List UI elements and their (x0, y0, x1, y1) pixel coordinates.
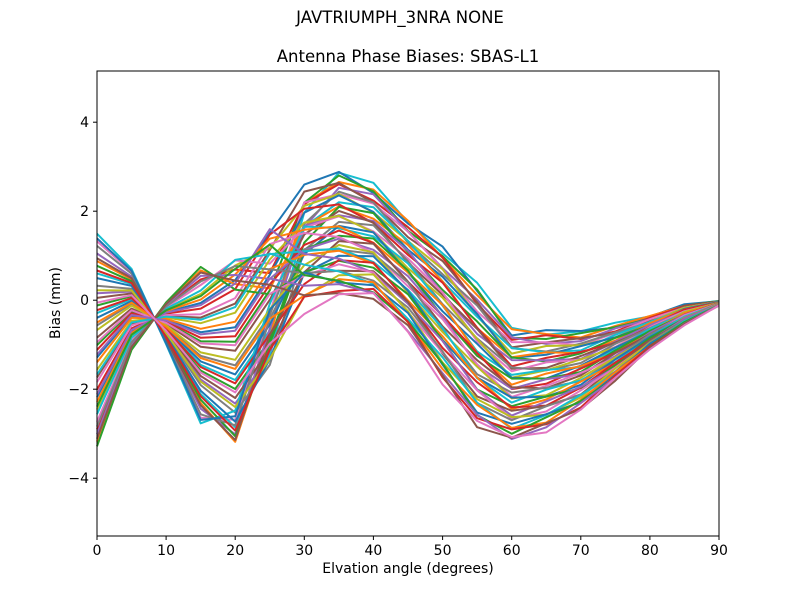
x-tick-label: 70 (572, 543, 590, 559)
series-line (96, 273, 720, 419)
figure-suptitle: JAVTRIUMPH_3NRA NONE (296, 8, 504, 27)
tick-labels: 0 10 20 30 40 50 60 70 80 90 −4 −2 0 2 4 (68, 115, 728, 559)
series-line (96, 244, 720, 400)
series-line (96, 292, 720, 439)
series-line (96, 234, 720, 438)
y-axis-label: Bias (mm) (48, 266, 64, 340)
series-line (96, 237, 720, 425)
y-tick-label: 4 (80, 115, 89, 131)
series-line (96, 259, 720, 447)
x-tick-label: 10 (157, 543, 175, 559)
x-axis-label: Elvation angle (degrees) (322, 561, 494, 577)
series-line (96, 271, 720, 440)
axes-title: Antenna Phase Biases: SBAS-L1 (276, 47, 540, 66)
y-tick-label: 0 (80, 293, 89, 309)
x-tick-label: 60 (503, 543, 521, 559)
series-line (96, 181, 720, 443)
series-line (96, 237, 720, 435)
x-tick-label: 20 (226, 543, 244, 559)
tick-marks (93, 121, 720, 540)
series-line (96, 190, 720, 367)
series-line (96, 201, 720, 429)
series-line (96, 254, 720, 423)
y-tick-label: 2 (80, 204, 89, 220)
x-tick-label: 30 (295, 543, 313, 559)
x-tick-label: 80 (641, 543, 659, 559)
series-line (96, 220, 720, 414)
x-tick-label: 50 (434, 543, 452, 559)
x-tick-label: 90 (710, 543, 728, 559)
y-tick-label: −2 (68, 382, 89, 398)
y-tick-label: −4 (68, 471, 89, 487)
x-tick-label: 40 (364, 543, 382, 559)
x-tick-label: 0 (93, 543, 102, 559)
plot-border (96, 70, 720, 537)
series-group (96, 170, 720, 447)
series-line (96, 269, 720, 432)
